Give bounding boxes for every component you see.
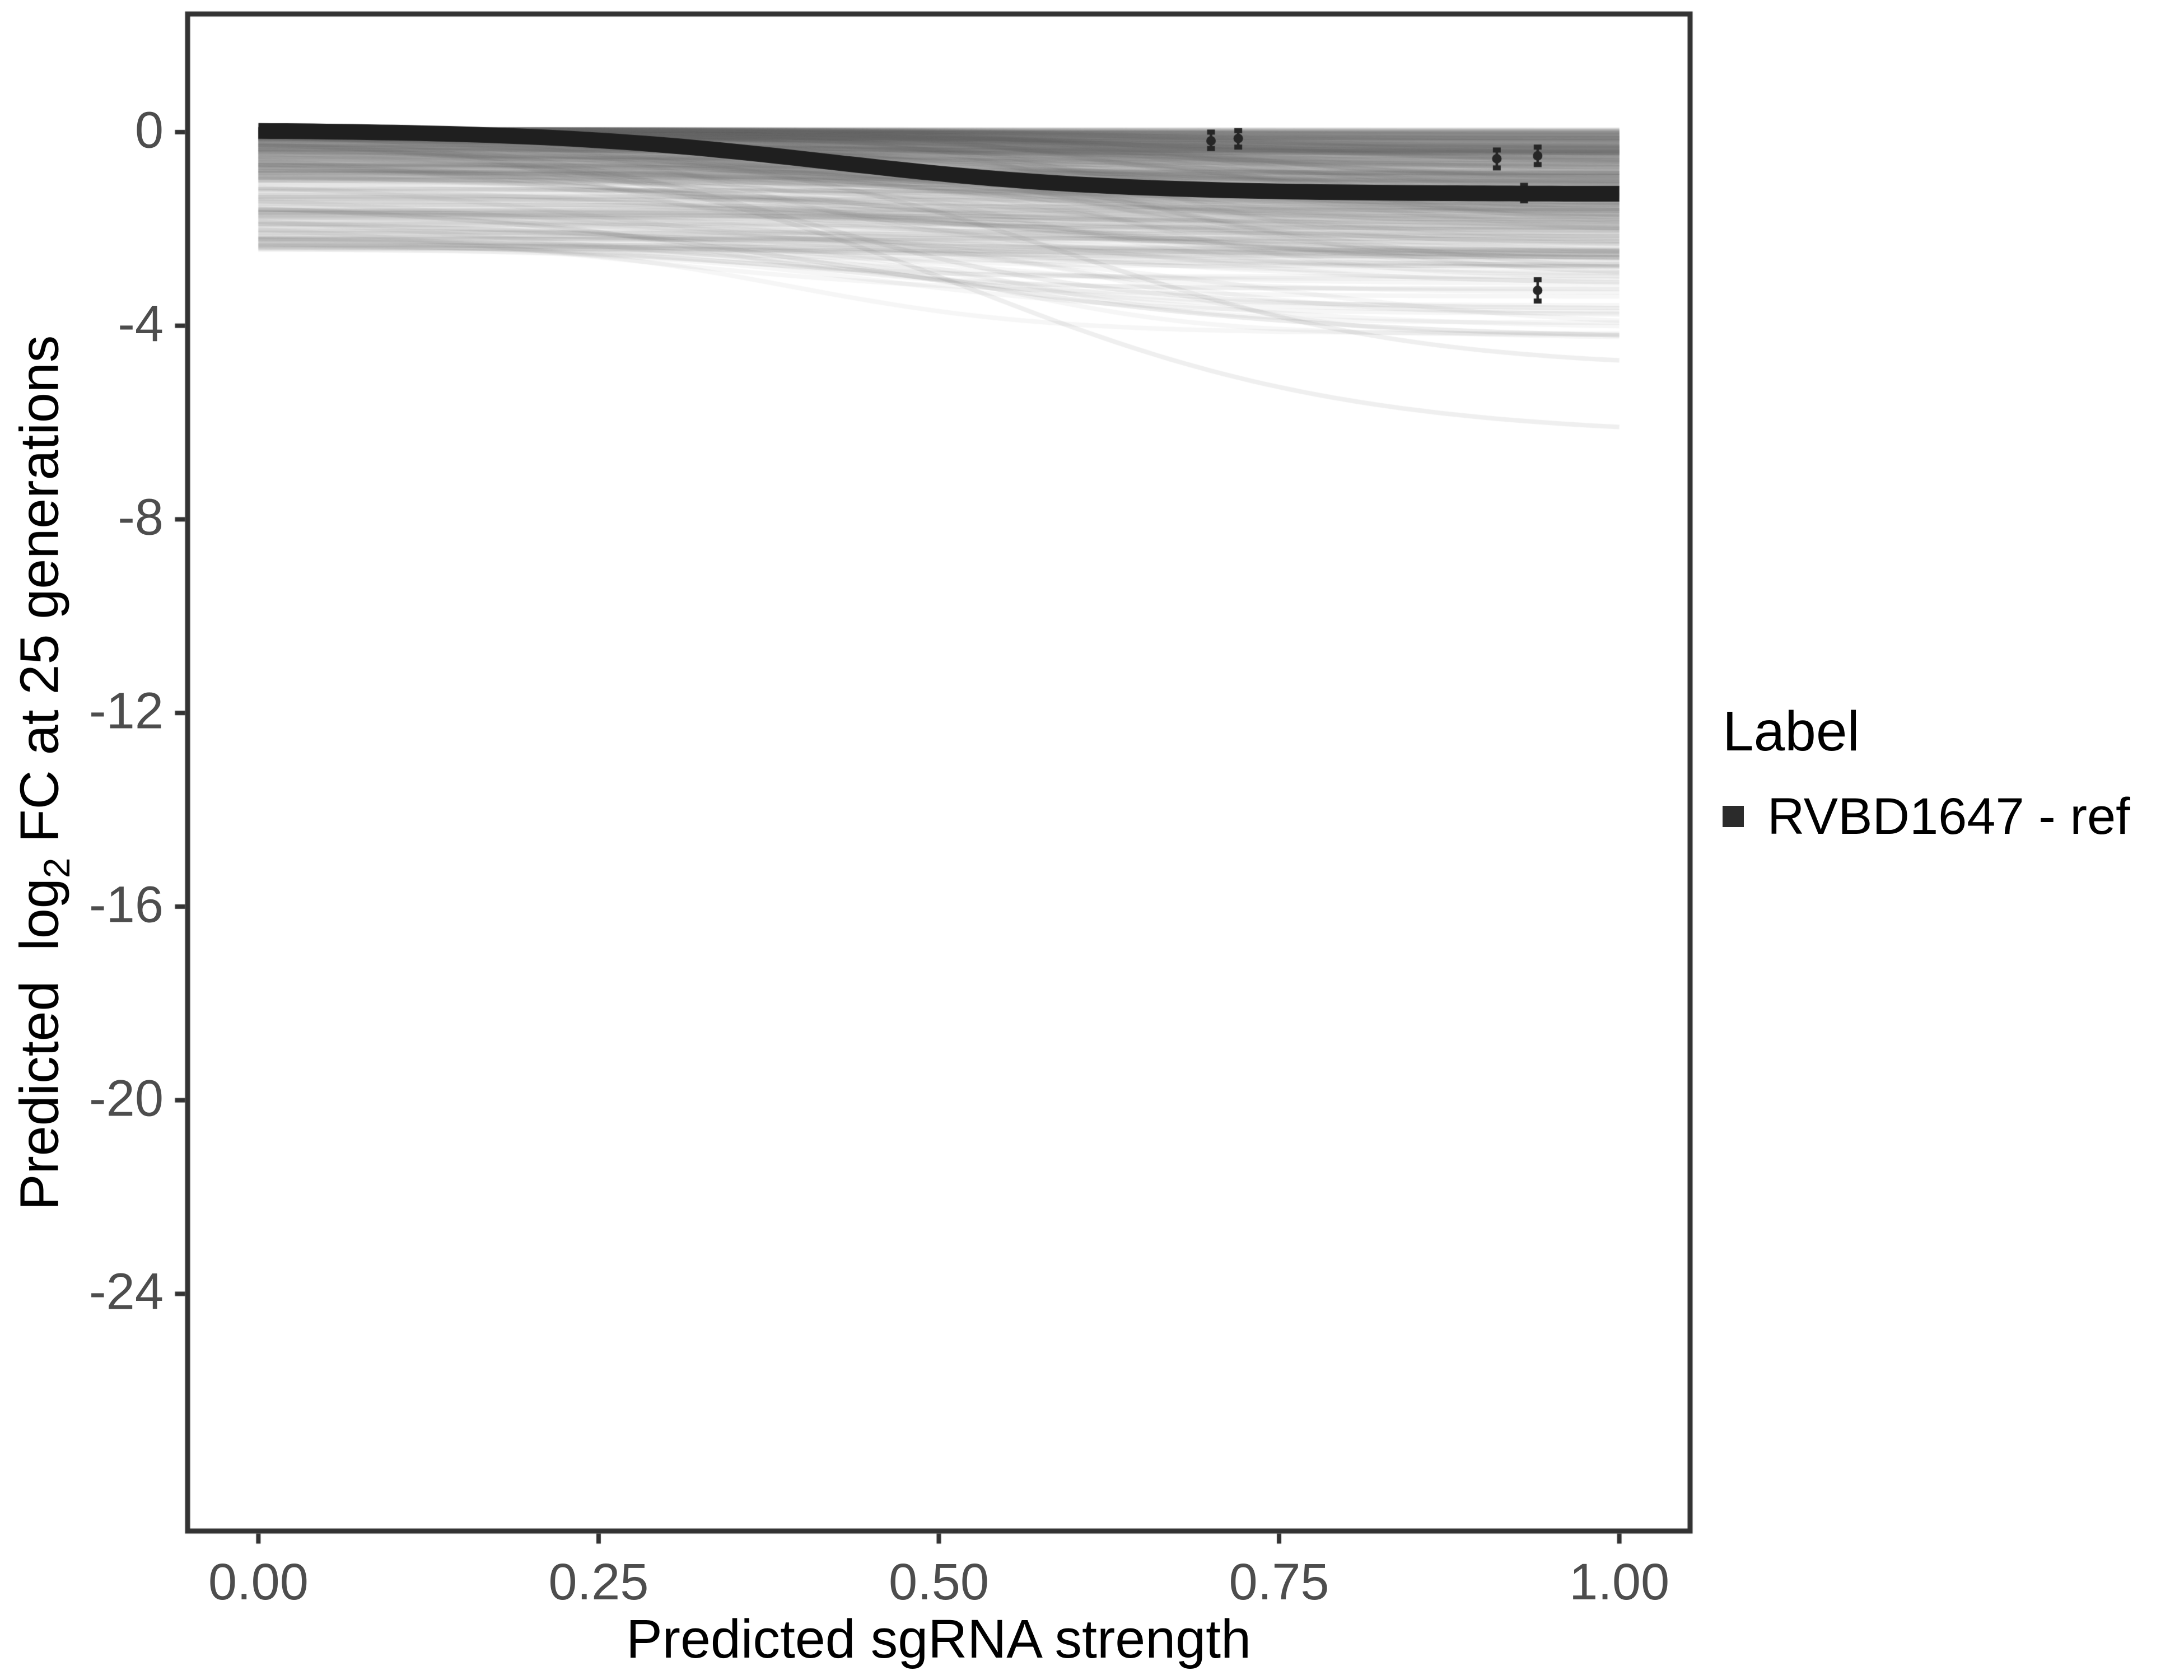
legend-item-label: RVBD1647 - ref — [1767, 788, 2130, 845]
x-tick-label: 0.25 — [548, 1553, 649, 1611]
x-tick-label: 0.50 — [888, 1553, 990, 1611]
y-tick-label: -20 — [89, 1070, 164, 1127]
x-tick-label: 0.00 — [208, 1553, 309, 1611]
legend-key-swatch — [1723, 806, 1744, 827]
legend-item: RVBD1647 - ref — [1723, 791, 2130, 842]
x-tick-label: 1.00 — [1569, 1553, 1670, 1611]
y-axis-title-text-pre: Predicted log — [8, 878, 70, 1211]
legend: Label RVBD1647 - ref — [1723, 703, 2130, 842]
x-axis-title: Predicted sgRNA strength — [626, 1608, 1252, 1669]
y-tick-label: -12 — [89, 682, 164, 740]
y-axis-title-subscript: 2 — [35, 857, 77, 879]
legend-title: Label — [1723, 700, 1860, 763]
x-tick-label: 0.75 — [1229, 1553, 1329, 1611]
y-tick-label: 0 — [134, 101, 164, 159]
y-tick-label: -24 — [89, 1263, 164, 1320]
y-axis-title: Predicted log2 FC at 25 generations — [8, 335, 77, 1211]
y-tick-label: -4 — [118, 295, 164, 352]
y-tick-label: -16 — [89, 876, 164, 934]
y-axis-title-text-post: FC at 25 generations — [8, 335, 70, 858]
y-tick-label: -8 — [118, 488, 164, 546]
